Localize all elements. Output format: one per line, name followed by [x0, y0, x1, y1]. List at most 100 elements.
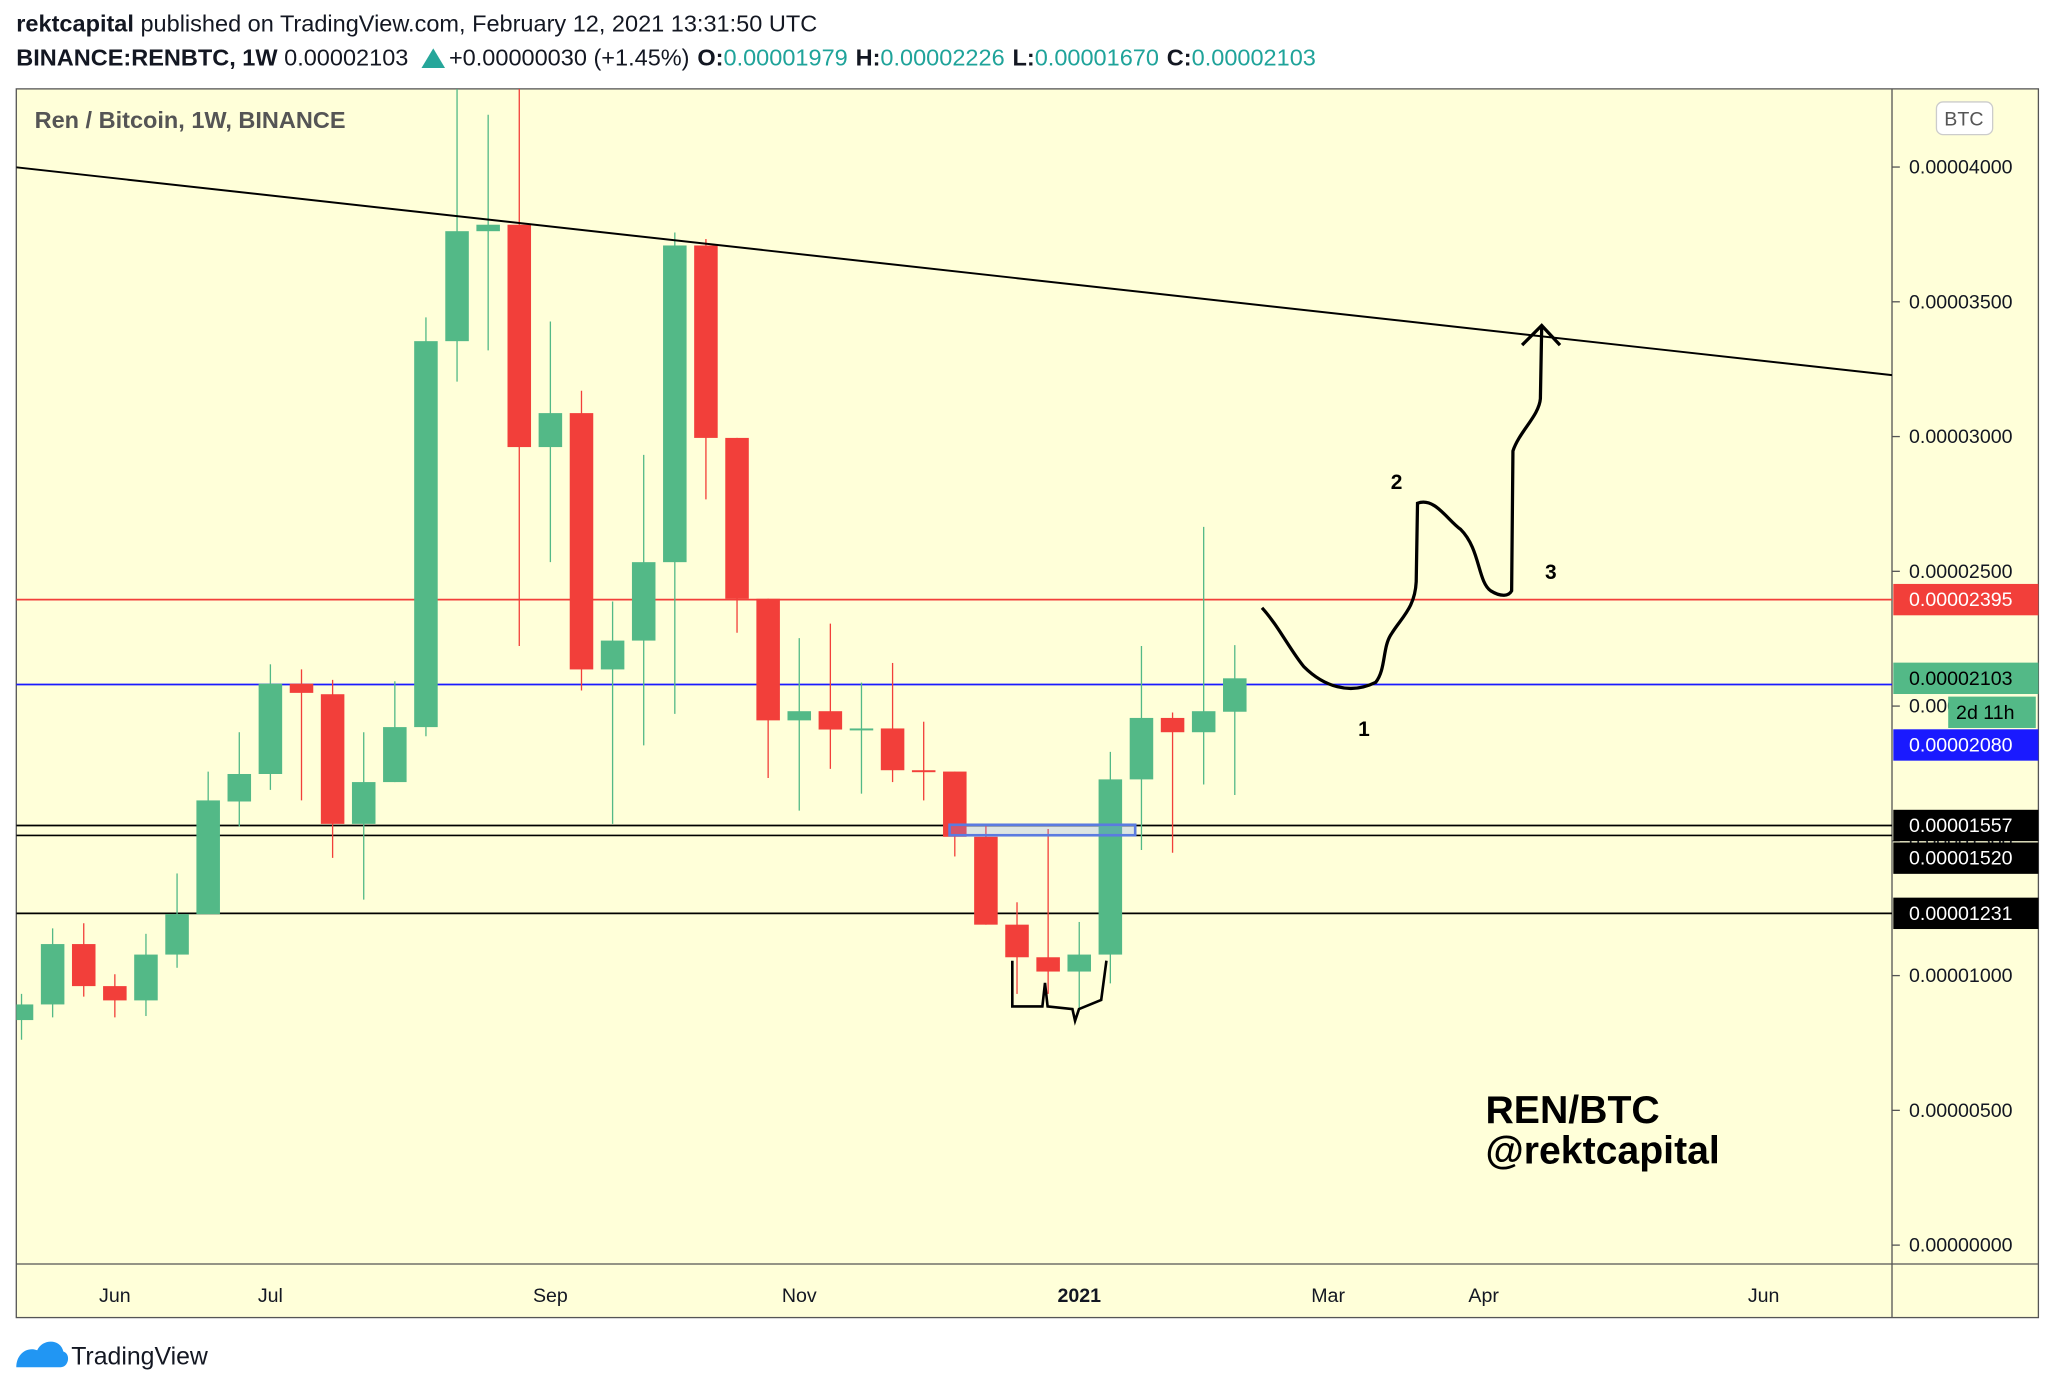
- ohlc-key: H:: [856, 44, 881, 70]
- candle-body: [196, 800, 220, 915]
- highlight-box: [948, 823, 1137, 837]
- x-tick-label: Mar: [1311, 1285, 1345, 1307]
- price-tag-label: 0.00001231: [1909, 903, 2013, 925]
- symbol: BINANCE:RENBTC, 1W: [16, 44, 278, 70]
- x-tick-label: Sep: [533, 1285, 568, 1307]
- candle-body: [600, 640, 625, 670]
- x-tick-label: Jun: [1748, 1285, 1780, 1307]
- projection-path: [1260, 326, 1544, 691]
- plot-area: [16, 88, 1893, 1040]
- candle-body: [1223, 678, 1247, 712]
- change: +0.00000030 (+1.45%): [449, 44, 690, 70]
- countdown-tag: [1948, 696, 2036, 728]
- candle-body: [445, 231, 469, 342]
- header-line: rektcapital published on TradingView.com…: [16, 10, 817, 36]
- candle-body: [71, 944, 96, 987]
- x-tick-label: Apr: [1468, 1285, 1499, 1307]
- ohlc-key: L:: [1013, 44, 1035, 70]
- y-tick-label: 0.00003500: [1909, 291, 2013, 313]
- symbol-line: BINANCE:RENBTC, 1W 0.00002103: [16, 44, 408, 70]
- ohlc-value: 0.00002226: [880, 44, 1004, 70]
- candle-body: [1067, 954, 1092, 972]
- ohlc-key: O:: [697, 44, 723, 70]
- candle-body: [351, 782, 376, 824]
- candle-body: [1191, 711, 1216, 733]
- candle-body: [165, 914, 189, 955]
- annotation: 1: [1358, 718, 1370, 741]
- candle-body: [880, 728, 905, 771]
- published: published on TradingView.com, February 1…: [140, 10, 817, 36]
- candle-body: [320, 694, 345, 824]
- ohlc-value: 0.00002103: [1192, 44, 1316, 70]
- candle-body: [974, 836, 998, 925]
- unit-box: [1935, 101, 1994, 136]
- candle-body: [16, 1004, 34, 1021]
- price-tag: [1893, 897, 2039, 930]
- candle-body: [849, 728, 874, 731]
- y-tick-label: 0.00000000: [1909, 1235, 2013, 1257]
- candle-body: [943, 771, 967, 837]
- unit-label: BTC: [1944, 108, 1983, 130]
- candle-body: [476, 224, 500, 232]
- chart-legend: Ren / Bitcoin, 1W, BINANCE: [35, 107, 346, 133]
- candle-body: [631, 562, 656, 641]
- candle-body: [1098, 779, 1123, 955]
- candle-body: [383, 727, 407, 783]
- candle-body: [911, 770, 936, 773]
- candle-body: [1005, 924, 1029, 958]
- price-tag: [1893, 842, 2039, 874]
- y-tick-label: 0.00004000: [1909, 157, 2013, 179]
- author: rektcapital: [16, 10, 134, 36]
- candle-body: [507, 224, 532, 448]
- candle-body: [538, 413, 563, 448]
- y-tick-label: 0.00003000: [1909, 426, 2013, 448]
- logo: [16, 1341, 69, 1368]
- ohlc-key: C:: [1167, 44, 1192, 70]
- candle-body: [725, 437, 749, 599]
- watermark: REN/BTC: [1485, 1089, 1659, 1132]
- candle-body: [756, 598, 780, 721]
- countdown-label: 2d 11h: [1956, 702, 2014, 724]
- drawings: [16, 166, 1893, 1026]
- candle-body: [818, 711, 843, 730]
- brand: TradingView: [71, 1344, 208, 1371]
- candle-body: [414, 341, 438, 728]
- price-tag-label: 0.00001520: [1909, 848, 2013, 870]
- candle-body: [134, 954, 158, 1001]
- x-tick-label: Jul: [258, 1285, 283, 1307]
- candle-body: [1036, 957, 1060, 972]
- ohlc-value: 0.00001670: [1035, 44, 1159, 70]
- annotation: 2: [1391, 471, 1403, 494]
- price-tag-label: 0.00002103: [1909, 668, 2013, 690]
- candle-body: [1160, 717, 1185, 733]
- price-tag-label: 0.00002395: [1909, 589, 2013, 611]
- candle-body: [663, 245, 687, 563]
- candle-body: [569, 413, 594, 670]
- y-tick-label: 0.00000500: [1909, 1100, 2013, 1122]
- price-tag: [1893, 583, 2039, 616]
- annotation: 3: [1545, 561, 1557, 584]
- candle-body: [289, 683, 314, 693]
- ohlc-value: 0.00001979: [723, 44, 847, 70]
- x-tick-label: 2021: [1057, 1285, 1101, 1307]
- candle-body: [694, 245, 718, 438]
- price-tag-label: 0.00002080: [1909, 735, 2013, 757]
- bracket: [1011, 960, 1108, 1026]
- watermark: @rektcapital: [1485, 1129, 1719, 1172]
- candle-body: [258, 683, 283, 774]
- chart-frame: [15, 88, 2040, 1319]
- candle-body: [40, 944, 65, 1005]
- x-tick-label: Jun: [99, 1285, 131, 1307]
- candle-body: [227, 773, 252, 802]
- price-tag: [1893, 729, 2039, 761]
- y-tick-label: 0.00001000: [1909, 965, 2013, 987]
- change-line: +0.00000030 (+1.45%) O:0.00001979 H:0.0000…: [449, 44, 1316, 70]
- last: 0.00002103: [284, 44, 408, 70]
- candle-body: [787, 711, 812, 721]
- y-tick-label: 0.00002500: [1909, 561, 2013, 583]
- x-tick-label: Nov: [782, 1285, 817, 1307]
- projection-arrow: [1520, 323, 1562, 347]
- price-tag: [1893, 662, 2039, 695]
- price-tag: [1893, 809, 2039, 842]
